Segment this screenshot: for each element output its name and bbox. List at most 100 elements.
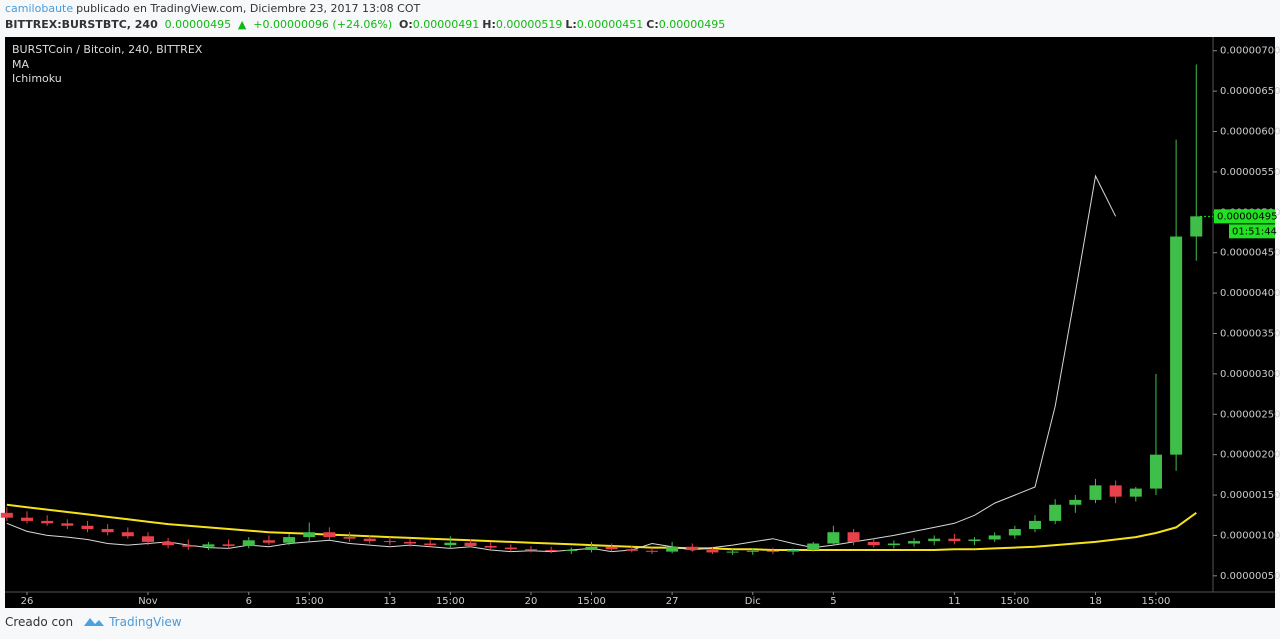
ohlc-label: H: — [482, 18, 496, 31]
x-tick-label: 11 — [948, 596, 961, 607]
candle-body — [1190, 216, 1203, 237]
candle-body — [182, 545, 195, 547]
ohlc-label: L: — [565, 18, 577, 31]
candle-body — [162, 541, 175, 546]
x-tick-label: 15:00 — [436, 596, 465, 607]
x-tick-label: 18 — [1089, 596, 1102, 607]
legend-entry: MA — [12, 58, 29, 71]
candle-body — [545, 549, 558, 551]
candle-body — [81, 525, 94, 529]
footer: Creado con TradingView — [5, 615, 182, 629]
candle-body — [867, 541, 880, 546]
x-tick-label: Nov — [138, 596, 158, 607]
candle-body — [585, 546, 598, 550]
candle-body — [1149, 454, 1162, 489]
candle-body — [404, 541, 417, 544]
candle-body — [121, 532, 134, 537]
indicator-line — [6, 503, 1197, 551]
x-tick-label: 20 — [525, 596, 538, 607]
candle-body — [504, 547, 517, 550]
candle-body — [1109, 485, 1122, 497]
ohlc-label: C: — [646, 18, 659, 31]
author[interactable]: camilobaute — [5, 2, 74, 15]
y-tick-label: 0.00000400 — [1220, 288, 1280, 299]
ohlc-value: 0.00000451 — [576, 18, 644, 31]
candle-body — [847, 532, 860, 542]
x-tick-label: 5 — [830, 596, 836, 607]
candle-body — [666, 546, 679, 552]
ohlc-label: O: — [399, 18, 413, 31]
candle-body — [746, 550, 759, 552]
y-tick-label: 0.00000200 — [1220, 450, 1280, 461]
candle-body — [323, 532, 336, 538]
y-tick-label: 0.00000050 — [1220, 571, 1280, 582]
candle-body — [1029, 520, 1041, 529]
candle-body — [968, 539, 981, 542]
header-line-2: BITTREX:BURSTBTC, 240 0.00000495 ▲ +0.00… — [5, 18, 731, 31]
candle-body — [101, 528, 114, 533]
x-tick-label: 13 — [384, 596, 397, 607]
candle-body — [525, 549, 537, 551]
candle-body — [1049, 504, 1062, 521]
candle-body — [21, 517, 33, 521]
candle-body — [625, 549, 638, 551]
candle-body — [202, 544, 215, 547]
x-tick-label: 6 — [246, 596, 252, 607]
tradingview-logo — [84, 618, 105, 626]
chart-title: BURSTCoin / Bitcoin, 240, BITTREX — [12, 43, 203, 56]
last-price-tag — [1214, 209, 1275, 224]
candle-body — [0, 512, 13, 518]
header-line-1: camilobaute publicado en TradingView.com,… — [5, 2, 423, 15]
y-tick-label: 0.00000650 — [1220, 86, 1280, 97]
candle-body — [141, 536, 154, 542]
candle-body — [766, 550, 779, 552]
y-tick-label: 0.00000550 — [1220, 167, 1280, 178]
candle-body — [1129, 488, 1142, 497]
candle-body — [887, 543, 900, 546]
candle-body — [444, 542, 457, 546]
candle-body — [424, 543, 437, 546]
candle-body — [1008, 528, 1021, 536]
last: 0.00000495 — [164, 18, 232, 31]
candle-body — [343, 537, 356, 539]
y-tick-label: 0.00000150 — [1220, 490, 1280, 501]
y-tick-label: 0.00000350 — [1220, 328, 1280, 339]
x-tick-label: 15:00 — [577, 596, 606, 607]
candle-body — [706, 549, 719, 553]
published: publicado en TradingView.com, Diciembre … — [76, 2, 421, 15]
candle-body — [787, 549, 800, 552]
ohlc-value: 0.00000495 — [658, 18, 726, 31]
candle-body — [242, 540, 255, 546]
countdown-tag — [1229, 224, 1275, 239]
countdown: 01:51:44 — [1232, 226, 1277, 237]
candle-body — [363, 538, 376, 542]
candle-body — [1089, 485, 1102, 500]
candle-body — [988, 535, 1001, 540]
x-tick-label: 15:00 — [295, 596, 324, 607]
candle-body — [283, 537, 296, 543]
candle-body — [383, 541, 396, 543]
candle-body — [726, 551, 739, 553]
candle-body — [827, 532, 840, 544]
x-tick-label: 15:00 — [1142, 596, 1171, 607]
ohlc: O:0.00000491 H:0.00000519 L:0.00000451 C:0.… — [399, 18, 728, 31]
x-tick-label: 26 — [21, 596, 34, 607]
candle-body — [464, 542, 477, 546]
candle-body — [928, 538, 941, 542]
y-tick-label: 0.00000450 — [1220, 248, 1280, 259]
candle-body — [686, 546, 699, 550]
chart: BURSTCoin / Bitcoin, 240, BITTREX 0.0000… — [0, 37, 1280, 608]
candle-body — [303, 532, 316, 538]
legend-entry: Ichimoku — [12, 72, 62, 85]
brand[interactable]: TradingView — [109, 615, 182, 629]
candle-body — [605, 546, 618, 550]
candle-body — [1069, 499, 1082, 505]
x-tick-label: 15:00 — [1000, 596, 1029, 607]
candle-body — [222, 544, 235, 546]
candle-body — [1170, 236, 1183, 455]
candle-body — [948, 538, 961, 542]
candle-body — [41, 520, 54, 524]
change: +0.00000096 (+24.06%) — [253, 18, 393, 31]
x-tick-label: 27 — [666, 596, 679, 607]
